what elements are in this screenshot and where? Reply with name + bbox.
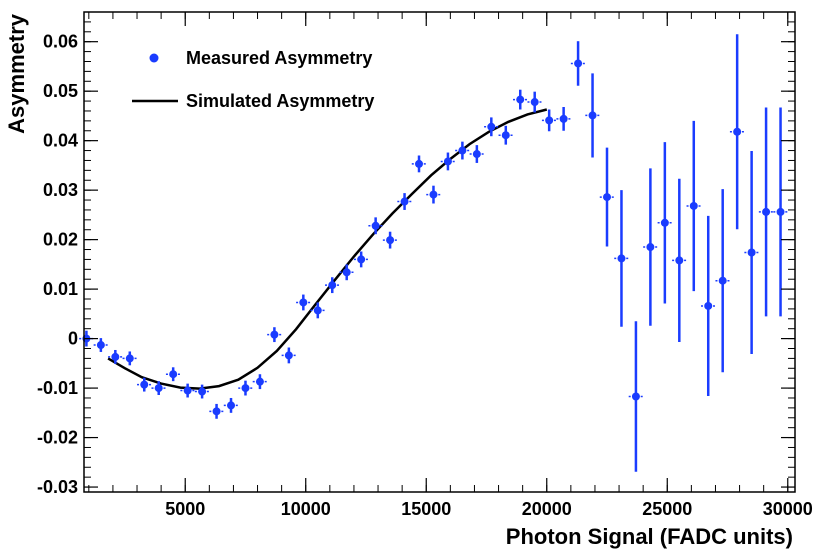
measured-point	[574, 59, 583, 68]
y-tick-label: 0.06	[43, 32, 78, 52]
measured-point	[96, 341, 105, 350]
measured-point	[530, 98, 539, 107]
x-tick-label: 10000	[281, 499, 331, 519]
measured-point	[747, 248, 756, 257]
y-tick-label: 0.01	[43, 279, 78, 299]
measured-point	[675, 256, 684, 265]
x-axis-title: Photon Signal (FADC units)	[506, 524, 793, 549]
measured-point	[400, 197, 409, 206]
measured-point	[631, 392, 640, 401]
measured-point	[545, 116, 554, 125]
measured-point	[603, 193, 612, 202]
y-tick-label: 0.04	[43, 131, 78, 151]
measured-point	[227, 401, 236, 410]
measured-point	[198, 387, 207, 396]
measured-point	[776, 207, 785, 216]
measured-point	[357, 255, 366, 264]
measured-point	[443, 157, 452, 166]
measured-point	[415, 159, 424, 168]
y-tick-label: 0.02	[43, 230, 78, 250]
measured-point	[183, 386, 192, 395]
measured-point	[617, 254, 626, 263]
plot-frame	[83, 11, 796, 493]
data-layer	[79, 34, 788, 472]
measured-point	[125, 354, 134, 363]
y-tick-label: -0.01	[37, 378, 78, 398]
y-axis-title: Asymmetry	[4, 13, 29, 134]
legend-label-simulated: Simulated Asymmetry	[186, 91, 374, 111]
measured-point	[718, 276, 727, 285]
x-tick-label: 20000	[522, 499, 572, 519]
measured-point	[762, 207, 771, 216]
measured-point	[472, 150, 481, 159]
measured-point	[429, 190, 438, 199]
y-tick-label: 0.03	[43, 180, 78, 200]
measured-point	[646, 243, 655, 252]
measured-point	[154, 384, 163, 393]
measured-point	[241, 384, 250, 393]
measured-point	[111, 352, 120, 361]
measured-point	[733, 127, 742, 136]
measured-point	[516, 95, 525, 104]
measured-point	[342, 268, 351, 277]
legend-marker-measured	[149, 53, 159, 63]
legend-label-measured: Measured Asymmetry	[186, 48, 372, 68]
measured-point	[501, 131, 510, 140]
simulated-asymmetry-line	[107, 108, 548, 390]
measured-point	[689, 201, 698, 210]
y-tick-label: 0	[68, 329, 78, 349]
measured-point	[212, 407, 221, 416]
measured-point	[487, 122, 496, 131]
legend: Measured Asymmetry Simulated Asymmetry	[132, 48, 374, 111]
measured-point	[704, 301, 713, 310]
measured-point	[458, 146, 467, 155]
measured-point	[386, 236, 395, 245]
y-tick-label: 0.05	[43, 81, 78, 101]
y-tick-label: -0.02	[37, 428, 78, 448]
measured-point	[140, 380, 149, 389]
x-tick-label: 25000	[642, 499, 692, 519]
measured-point	[313, 306, 322, 315]
x-tick-label: 5000	[165, 499, 205, 519]
measured-point	[371, 221, 380, 230]
measured-point	[299, 298, 308, 307]
measured-point	[169, 370, 178, 379]
measured-point	[660, 218, 669, 227]
measured-point	[328, 281, 337, 290]
x-tick-label: 15000	[401, 499, 451, 519]
axes: -0.03 -0.02 -0.01 0 0.01 0.02 0.03 0.04 0.05 0.06…	[37, 12, 813, 519]
measured-point	[255, 377, 264, 386]
measured-point	[270, 330, 279, 339]
measured-point	[588, 111, 597, 120]
measured-point	[559, 114, 568, 123]
measured-point	[284, 351, 293, 360]
y-tick-label: -0.03	[37, 477, 78, 497]
x-tick-label: 30000	[763, 499, 813, 519]
